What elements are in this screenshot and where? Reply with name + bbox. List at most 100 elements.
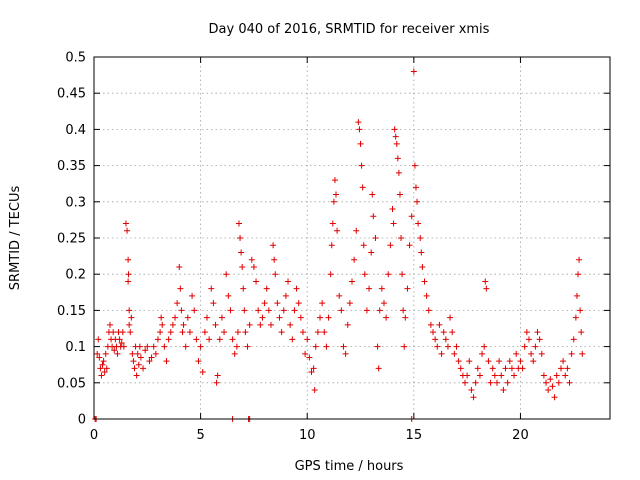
plot-frame bbox=[93, 56, 611, 420]
data-point bbox=[451, 350, 458, 357]
data-point bbox=[412, 184, 419, 191]
data-point bbox=[102, 350, 109, 357]
data-point bbox=[308, 368, 315, 375]
data-point bbox=[180, 321, 187, 328]
data-point bbox=[545, 387, 552, 394]
data-point bbox=[551, 394, 558, 401]
data-point bbox=[506, 358, 513, 365]
data-point bbox=[310, 365, 317, 372]
data-point bbox=[553, 372, 560, 379]
data-point bbox=[338, 307, 345, 314]
data-point bbox=[137, 354, 144, 361]
data-point bbox=[144, 343, 151, 350]
data-point bbox=[577, 307, 584, 314]
data-point bbox=[193, 336, 200, 343]
data-point bbox=[179, 329, 186, 336]
data-point bbox=[210, 300, 217, 307]
data-point bbox=[270, 242, 277, 249]
data-point bbox=[532, 343, 539, 350]
x-tick-label: 0 bbox=[90, 428, 98, 443]
data-point bbox=[267, 321, 274, 328]
data-point bbox=[425, 307, 432, 314]
data-point bbox=[289, 336, 296, 343]
data-point bbox=[263, 285, 270, 292]
data-point bbox=[414, 198, 421, 205]
data-point bbox=[240, 285, 247, 292]
data-point bbox=[323, 343, 330, 350]
data-point bbox=[504, 379, 511, 386]
data-point bbox=[246, 321, 253, 328]
data-point bbox=[127, 329, 134, 336]
data-point bbox=[576, 256, 583, 263]
data-point bbox=[380, 300, 387, 307]
data-point bbox=[178, 307, 185, 314]
data-point bbox=[353, 227, 360, 234]
data-point bbox=[235, 220, 242, 227]
data-point bbox=[331, 177, 338, 184]
y-tick-label: 0.25 bbox=[57, 232, 86, 247]
data-point bbox=[479, 350, 486, 357]
data-point bbox=[385, 271, 392, 278]
x-tick-label: 15 bbox=[406, 428, 423, 443]
y-tick-label: 0.1 bbox=[65, 340, 86, 355]
data-point bbox=[525, 336, 532, 343]
data-point bbox=[543, 379, 550, 386]
data-point bbox=[363, 307, 370, 314]
data-point bbox=[411, 162, 418, 169]
data-point bbox=[314, 329, 321, 336]
data-point bbox=[481, 343, 488, 350]
data-point bbox=[250, 263, 257, 270]
data-point bbox=[225, 292, 232, 299]
data-point bbox=[125, 256, 132, 263]
data-point bbox=[218, 314, 225, 321]
data-point bbox=[361, 271, 368, 278]
data-point bbox=[285, 278, 292, 285]
data-point bbox=[372, 235, 379, 241]
data-point bbox=[573, 292, 580, 299]
data-point bbox=[231, 350, 238, 357]
data-point bbox=[199, 368, 206, 375]
data-point bbox=[536, 336, 543, 343]
data-point bbox=[163, 358, 170, 365]
data-point bbox=[100, 358, 107, 365]
data-point bbox=[125, 271, 132, 278]
data-point bbox=[159, 321, 166, 328]
data-point bbox=[234, 329, 241, 336]
data-point bbox=[333, 191, 340, 198]
data-point bbox=[111, 347, 118, 354]
data-point bbox=[366, 285, 373, 292]
data-point bbox=[98, 372, 105, 379]
data-point bbox=[94, 350, 101, 357]
data-point bbox=[398, 235, 405, 241]
data-point bbox=[201, 329, 208, 336]
data-point bbox=[216, 336, 223, 343]
data-point bbox=[302, 350, 309, 357]
data-point bbox=[540, 372, 547, 379]
data-point bbox=[358, 162, 365, 169]
data-point bbox=[172, 314, 179, 321]
data-point bbox=[410, 68, 417, 75]
data-point bbox=[344, 321, 351, 328]
data-point bbox=[191, 307, 198, 314]
data-point bbox=[274, 300, 281, 307]
data-point bbox=[399, 271, 406, 278]
data-point bbox=[327, 271, 334, 278]
data-point bbox=[167, 329, 174, 336]
y-tick-label: 0.4 bbox=[65, 123, 86, 138]
data-point bbox=[496, 358, 503, 365]
data-point bbox=[393, 140, 400, 147]
x-tick-label: 5 bbox=[196, 428, 204, 443]
data-point bbox=[242, 329, 249, 336]
chart-title: Day 040 of 2016, SRMTID for receiver xmi… bbox=[209, 22, 490, 37]
data-point bbox=[521, 343, 528, 350]
data-point bbox=[212, 321, 219, 328]
data-point bbox=[534, 329, 541, 336]
x-tick-label: 20 bbox=[512, 428, 529, 443]
data-point bbox=[400, 307, 407, 314]
data-point bbox=[406, 242, 413, 249]
data-point bbox=[131, 365, 138, 372]
data-point bbox=[370, 213, 377, 220]
data-point bbox=[464, 372, 471, 379]
data-point bbox=[498, 372, 505, 379]
data-point bbox=[150, 343, 157, 350]
